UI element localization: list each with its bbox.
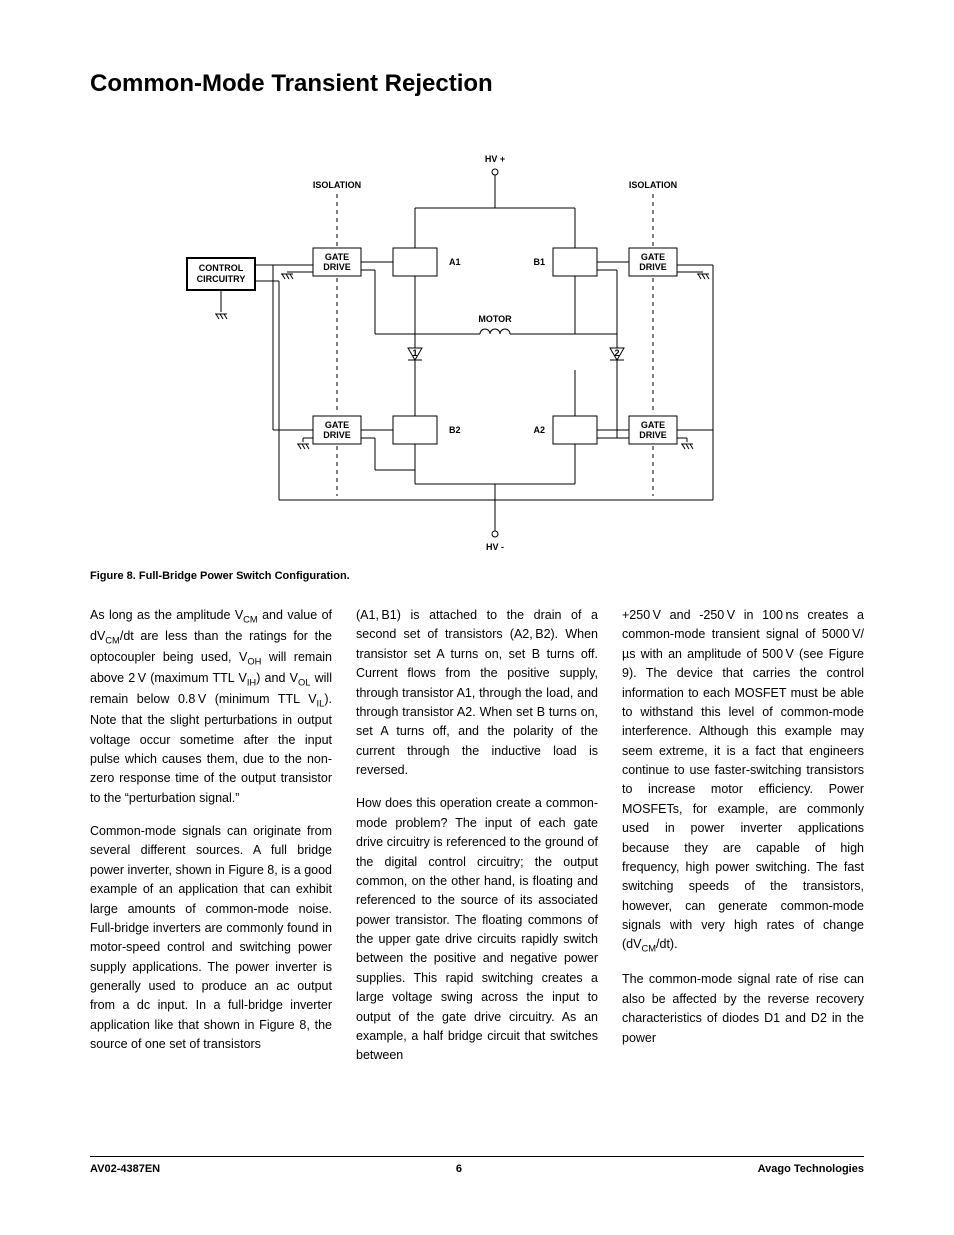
svg-text:GATE: GATE — [325, 252, 349, 262]
ground-icon — [681, 444, 693, 449]
svg-text:1: 1 — [412, 348, 417, 358]
hv-plus-label: HV + — [485, 154, 505, 164]
isolation-left-label: ISOLATION — [313, 180, 361, 190]
svg-text:DRIVE: DRIVE — [639, 430, 667, 440]
transistor-a1 — [393, 248, 437, 276]
figure-8-diagram: HV + ISOLATION ISOLATION CONTROL CIRCUIT… — [90, 138, 864, 558]
body-paragraph: The common-mode signal rate of rise can … — [622, 970, 864, 1048]
transistor-b2 — [393, 416, 437, 444]
diode-d1: 1 — [408, 334, 422, 370]
hv-minus-terminal — [492, 531, 498, 537]
body-paragraph: +250 V and -250 V in 100 ns creates a co… — [622, 606, 864, 956]
body-paragraph: (A1, B1) is attached to the drain of a s… — [356, 606, 598, 780]
body-paragraph: As long as the amplitude VCM and value o… — [90, 606, 332, 808]
ground-icon — [297, 444, 309, 449]
svg-text:GATE: GATE — [641, 252, 665, 262]
transistor-b1 — [553, 248, 597, 276]
ground-icon — [697, 274, 709, 279]
svg-text:CONTROL: CONTROL — [199, 263, 244, 273]
ground-icon — [281, 274, 293, 279]
body-text: As long as the amplitude VCM and value o… — [90, 606, 864, 1070]
footer-page-number: 6 — [456, 1163, 462, 1175]
svg-text:A2: A2 — [533, 425, 545, 435]
motor-coil-icon — [480, 329, 510, 334]
body-paragraph: How does this operation create a common-… — [356, 794, 598, 1065]
footer-company: Avago Technologies — [758, 1163, 864, 1175]
hv-minus-label: HV - — [486, 542, 504, 552]
transistor-a2 — [553, 416, 597, 444]
page-title: Common-Mode Transient Rejection — [90, 70, 864, 98]
page-footer: AV02-4387EN 6 Avago Technologies — [90, 1156, 864, 1175]
diode-d2: 2 — [575, 270, 624, 438]
motor-label: MOTOR — [478, 314, 512, 324]
svg-text:DRIVE: DRIVE — [323, 430, 351, 440]
svg-text:2: 2 — [614, 348, 619, 358]
svg-text:CIRCUITRY: CIRCUITRY — [197, 274, 246, 284]
footer-docid: AV02-4387EN — [90, 1163, 160, 1175]
figure-caption: Figure 8. Full-Bridge Power Switch Confi… — [90, 570, 864, 582]
svg-text:DRIVE: DRIVE — [639, 262, 667, 272]
svg-text:DRIVE: DRIVE — [323, 262, 351, 272]
body-paragraph: Common-mode signals can originate from s… — [90, 822, 332, 1055]
hv-plus-terminal — [492, 169, 498, 175]
isolation-right-label: ISOLATION — [629, 180, 677, 190]
ground-icon — [215, 314, 227, 319]
svg-text:GATE: GATE — [641, 420, 665, 430]
svg-text:A1: A1 — [449, 257, 461, 267]
svg-text:GATE: GATE — [325, 420, 349, 430]
svg-text:B2: B2 — [449, 425, 461, 435]
svg-text:B1: B1 — [533, 257, 545, 267]
